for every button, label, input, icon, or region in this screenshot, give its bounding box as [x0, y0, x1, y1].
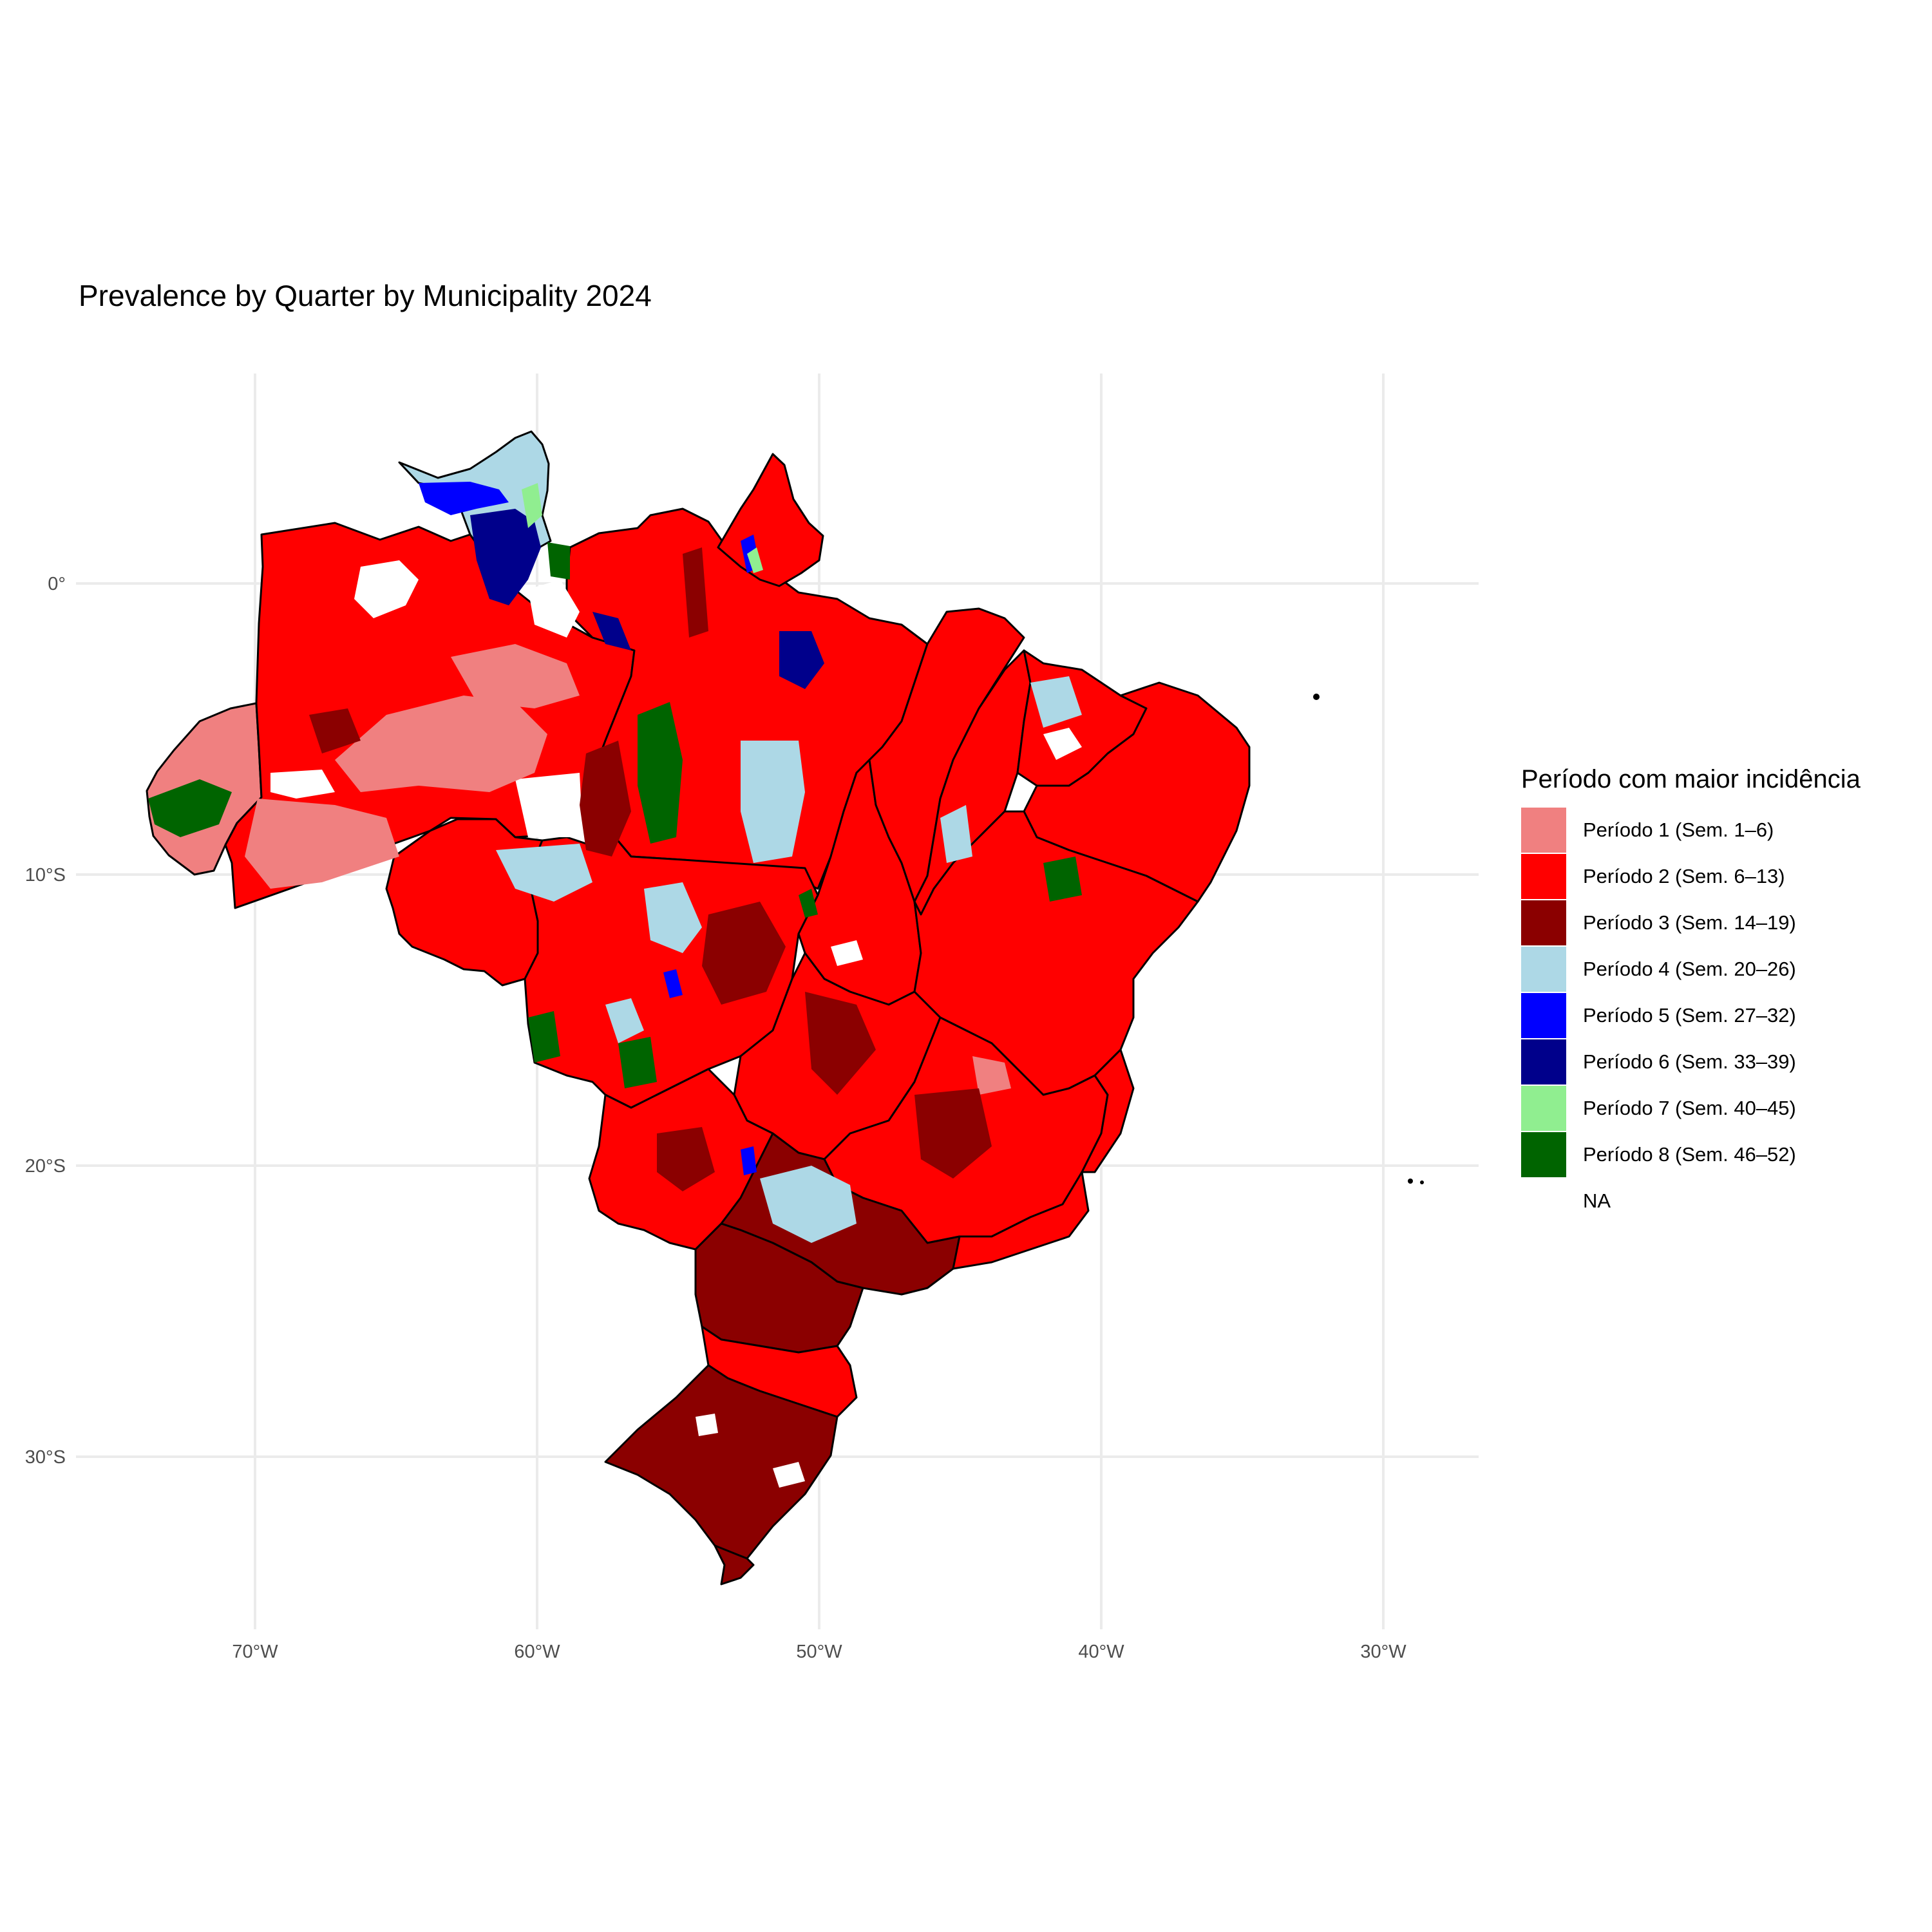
legend-item: Período 5 (Sem. 27–32): [1521, 992, 1861, 1039]
y-tick-label: 10°S: [25, 865, 66, 886]
period-7-patch: [747, 547, 763, 573]
period-8-patch: [1043, 857, 1082, 902]
na-patch: [1043, 728, 1082, 760]
island-fernando-de-noronha: [1313, 694, 1320, 700]
legend-label: Período 1 (Sem. 1–6): [1583, 819, 1774, 841]
legend-item: Período 3 (Sem. 14–19): [1521, 900, 1861, 946]
period-3-patch: [657, 1127, 715, 1191]
period-5-patch: [419, 482, 509, 515]
period-8-patch: [799, 889, 818, 918]
period-8-patch: [618, 1037, 657, 1088]
legend-label: Período 8 (Sem. 46–52): [1583, 1143, 1796, 1166]
state-ES: [1081, 1048, 1135, 1173]
period-4-patch: [644, 882, 702, 953]
na-patch: [528, 580, 580, 638]
period-8-patch: [528, 1011, 560, 1063]
legend-item: Período 2 (Sem. 6–13): [1521, 853, 1861, 900]
period-1-patch: [451, 644, 580, 708]
period-5-patch: [741, 1146, 757, 1175]
legend-item: Período 4 (Sem. 20–26): [1521, 946, 1861, 992]
x-axis-ticks: 70°W 60°W 50°W 40°W 30°W: [232, 1642, 1406, 1662]
period-3-patch: [914, 1088, 992, 1179]
ocean-islands: [1313, 694, 1424, 1184]
legend-item: NA: [1521, 1178, 1861, 1224]
period-8-patch: [638, 702, 683, 844]
period-4-patch: [940, 805, 972, 863]
legend-label: Período 4 (Sem. 20–26): [1583, 958, 1796, 980]
period-4-patch: [741, 741, 805, 863]
legend-item: Período 1 (Sem. 1–6): [1521, 807, 1861, 853]
na-patch: [270, 770, 335, 799]
x-tick-label: 40°W: [1078, 1642, 1124, 1662]
x-tick-label: 70°W: [232, 1642, 278, 1662]
plot-title: Prevalence by Quarter by Municipality 20…: [79, 279, 652, 312]
legend-swatch: [1521, 854, 1566, 899]
legend-label: NA: [1583, 1189, 1611, 1212]
period-3-patch: [683, 547, 708, 638]
x-tick-label: 30°W: [1360, 1642, 1406, 1662]
legend-swatch: [1521, 1086, 1566, 1131]
legend-swatch: [1521, 993, 1566, 1038]
legend-item: Período 7 (Sem. 40–45): [1521, 1085, 1861, 1132]
period-8-patch: [148, 779, 232, 837]
legend-label: Período 7 (Sem. 40–45): [1583, 1097, 1796, 1119]
state-RS: [604, 1364, 838, 1573]
legend-swatch: [1521, 900, 1566, 945]
state-RS-south: [714, 1544, 755, 1586]
period-6-patch: [592, 612, 631, 650]
island-trindade: [1408, 1179, 1413, 1184]
x-tick-label: 60°W: [514, 1642, 560, 1662]
municipality-patches: [148, 482, 1082, 1488]
legend-item: Período 6 (Sem. 33–39): [1521, 1039, 1861, 1085]
legend-swatch: [1521, 947, 1566, 992]
period-6-patch: [470, 509, 541, 605]
period-4-patch: [605, 998, 644, 1043]
period-3-patch: [702, 902, 786, 1005]
y-tick-label: 30°S: [25, 1447, 66, 1468]
period-8-patch: [547, 542, 570, 580]
legend-label: Período 5 (Sem. 27–32): [1583, 1004, 1796, 1027]
period-3-patch: [580, 741, 631, 857]
period-4-patch: [1030, 676, 1082, 728]
x-tick-label: 50°W: [796, 1642, 842, 1662]
period-1-patch: [245, 799, 399, 889]
period-7-patch: [522, 483, 542, 528]
na-patch: [354, 560, 419, 618]
island-martim-vaz: [1420, 1180, 1424, 1184]
legend-swatch: [1521, 808, 1566, 853]
legend-swatch: [1521, 1179, 1566, 1224]
na-patch: [773, 1462, 805, 1488]
legend-title: Período com maior incidência: [1521, 765, 1861, 793]
na-patch: [696, 1414, 718, 1436]
period-4-patch: [496, 844, 592, 902]
na-patch: [831, 940, 863, 966]
legend-items: Período 1 (Sem. 1–6) Período 2 (Sem. 6–13…: [1521, 807, 1861, 1224]
period-3-patch: [805, 992, 876, 1095]
legend-swatch: [1521, 1039, 1566, 1084]
state-RO: [385, 818, 544, 987]
period-3-patch: [309, 708, 361, 753]
state-RJ: [952, 1171, 1090, 1270]
legend-swatch: [1521, 1132, 1566, 1177]
legend-label: Período 6 (Sem. 33–39): [1583, 1050, 1796, 1073]
period-5-patch: [663, 969, 683, 998]
period-1-patch: [335, 696, 547, 792]
period-6-patch: [779, 631, 824, 689]
legend-item: Período 8 (Sem. 46–52): [1521, 1132, 1861, 1178]
period-1-patch: [972, 1056, 1011, 1095]
y-tick-label: 0°: [48, 574, 66, 594]
na-patch: [515, 773, 583, 837]
period-4-patch: [760, 1166, 857, 1243]
y-tick-label: 20°S: [25, 1156, 66, 1177]
legend-label: Período 2 (Sem. 6–13): [1583, 865, 1785, 887]
legend: Período com maior incidência Período 1 (…: [1521, 765, 1861, 1224]
y-axis-ticks: 0° 10°S 20°S 30°S: [25, 574, 66, 1468]
legend-label: Período 3 (Sem. 14–19): [1583, 911, 1796, 934]
